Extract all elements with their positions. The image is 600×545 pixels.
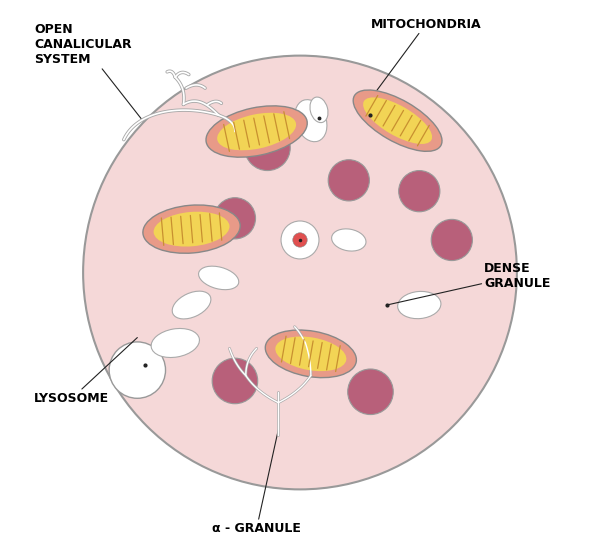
Circle shape [431,219,472,261]
Circle shape [214,198,256,239]
Ellipse shape [143,205,240,253]
Circle shape [281,221,319,259]
Circle shape [398,171,440,212]
Ellipse shape [398,292,441,319]
Text: α - GRANULE: α - GRANULE [212,430,301,535]
Ellipse shape [310,97,328,123]
Ellipse shape [199,266,239,290]
Text: DENSE
GRANULE: DENSE GRANULE [387,262,551,305]
Circle shape [245,125,290,171]
Ellipse shape [151,329,199,358]
Ellipse shape [172,291,211,319]
Ellipse shape [332,229,366,251]
Ellipse shape [154,211,230,246]
Ellipse shape [275,336,346,371]
Circle shape [293,233,307,247]
Ellipse shape [353,90,442,152]
Ellipse shape [363,98,432,144]
Ellipse shape [206,106,307,157]
Circle shape [212,358,258,404]
Ellipse shape [265,330,356,378]
Circle shape [109,342,166,398]
Ellipse shape [295,100,327,142]
Text: MITOCHONDRIA: MITOCHONDRIA [370,17,481,99]
Circle shape [83,56,517,489]
Text: OPEN
CANALICULAR
SYSTEM: OPEN CANALICULAR SYSTEM [34,23,143,120]
Ellipse shape [217,113,296,150]
Circle shape [348,369,393,415]
Text: LYSOSOME: LYSOSOME [34,337,137,405]
Circle shape [328,160,370,201]
